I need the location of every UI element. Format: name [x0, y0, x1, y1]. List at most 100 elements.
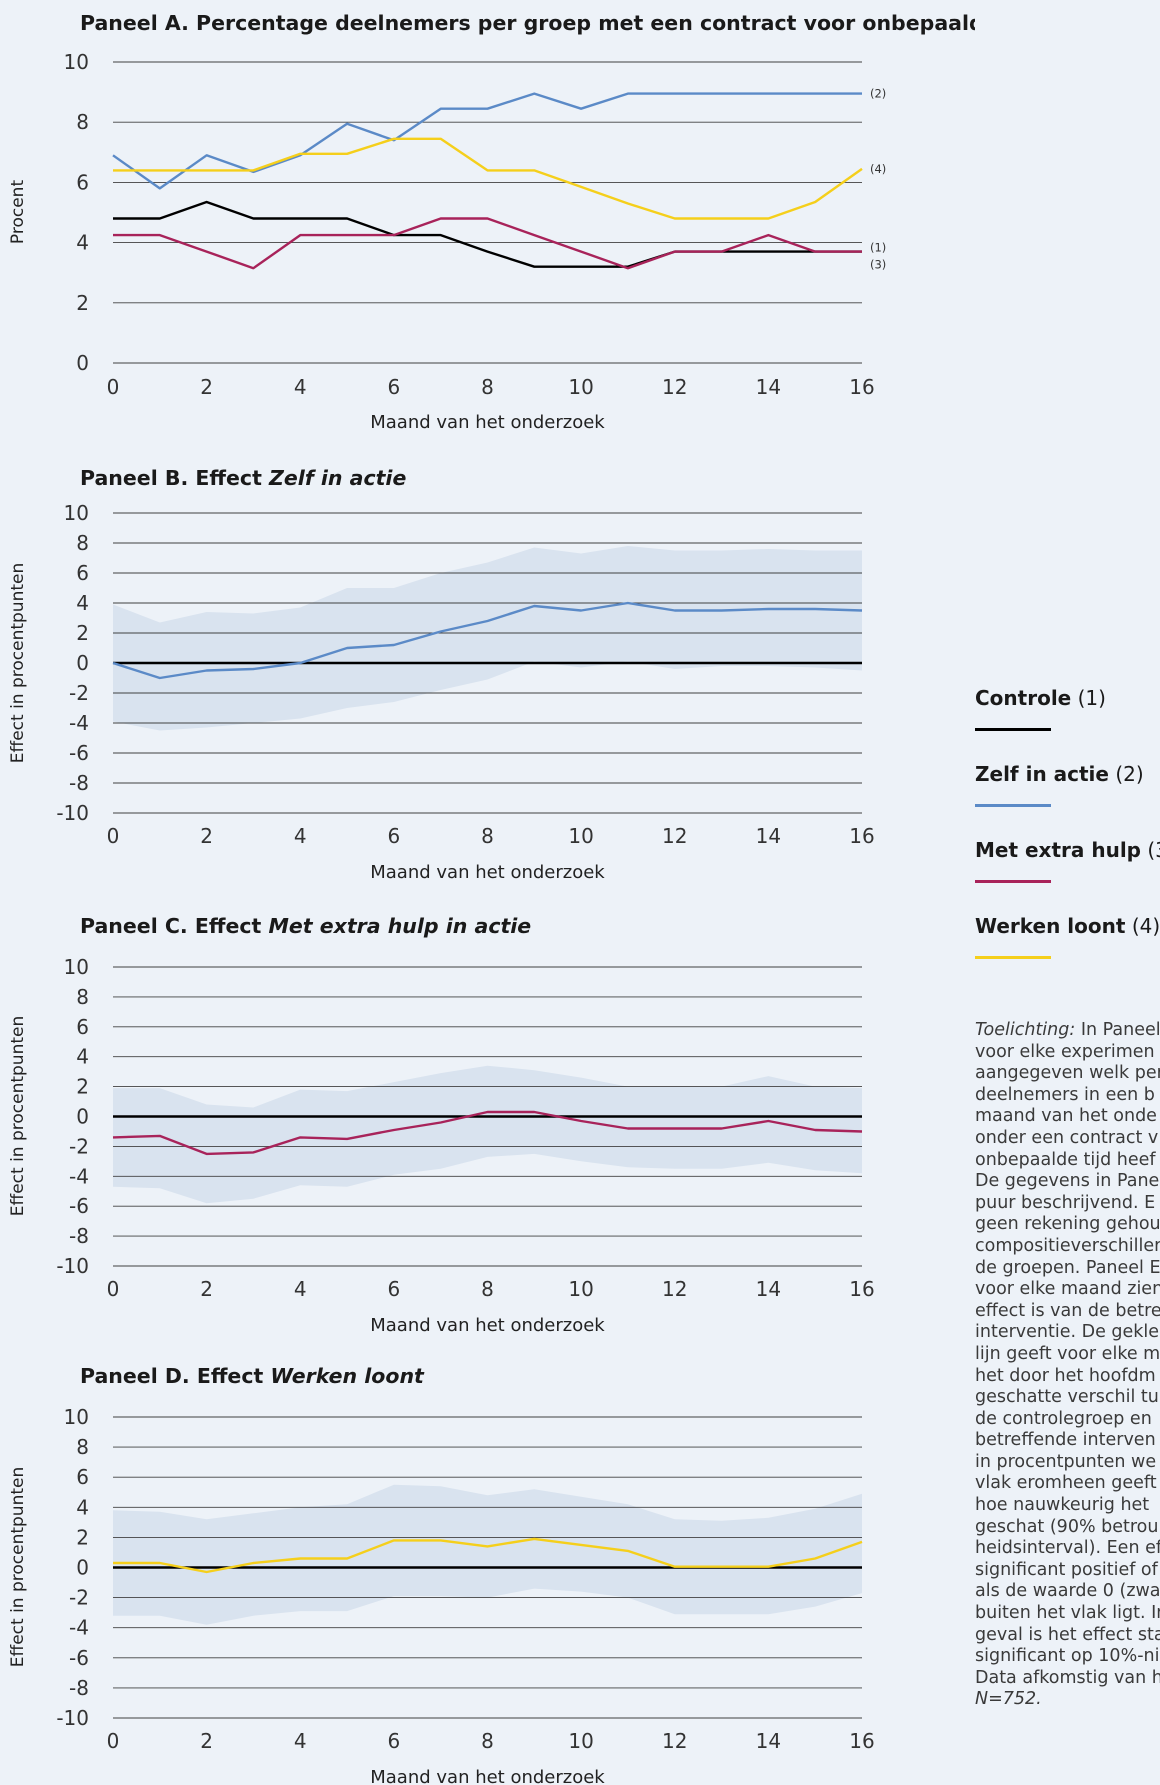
- x-tick-label: 14: [756, 824, 781, 848]
- x-tick-label: 0: [107, 375, 120, 399]
- y-tick-label: 2: [76, 621, 89, 645]
- y-tick-label: 6: [76, 170, 89, 194]
- y-tick-label: 0: [76, 351, 89, 375]
- panel-b: Paneel B. Effect Zelf in actie -10 -8 -6 -4 -…: [8, 466, 875, 883]
- x-tick-label: 0: [107, 1277, 120, 1301]
- x-tick-label: 4: [294, 1277, 307, 1301]
- y-tick-label: -4: [69, 1616, 89, 1640]
- x-tick-label: 8: [481, 1277, 494, 1301]
- legend-name: Zelf in actie: [975, 762, 1109, 786]
- panel-title: Paneel A. Percentage deelnemers per groe…: [80, 11, 975, 35]
- y-tick-label: 4: [76, 1495, 89, 1519]
- confidence-band: [113, 1065, 862, 1204]
- x-tick-label: 14: [756, 1277, 781, 1301]
- x-tick-label: 16: [849, 1729, 874, 1753]
- y-tick-label: 10: [64, 50, 89, 74]
- series-end-label: (4): [870, 162, 886, 176]
- panel-title-prefix: Paneel B. Effect: [80, 466, 269, 490]
- y-tick-label: -10: [56, 1254, 89, 1278]
- legend-number: (4): [1131, 914, 1160, 938]
- legend-label-controle: Controle (1): [975, 686, 1160, 710]
- x-tick-label: 8: [481, 1729, 494, 1753]
- panel-title-italic: Werken loont: [270, 1364, 425, 1388]
- y-tick-label: -10: [56, 801, 89, 825]
- x-tick-label: 10: [568, 824, 593, 848]
- x-tick-label: 12: [662, 824, 687, 848]
- legend-item-werken-loont: Werken loont (4): [975, 914, 1160, 990]
- y-tick-label: -8: [69, 1676, 89, 1700]
- x-tick-label: 6: [388, 824, 401, 848]
- x-tick-label: 12: [662, 1277, 687, 1301]
- legend-label-met-extra-hulp: Met extra hulp (3): [975, 838, 1160, 862]
- y-axis-label: Effect in procentpunten: [8, 1016, 28, 1217]
- y-tick-label: -8: [69, 1224, 89, 1248]
- x-tick-label: 2: [200, 1277, 213, 1301]
- y-tick-label: 4: [76, 591, 89, 615]
- y-tick-label: -4: [69, 1164, 89, 1188]
- y-tick-label: 8: [76, 985, 89, 1009]
- legend-name: Met extra hulp: [975, 838, 1141, 862]
- confidence-band: [113, 546, 862, 731]
- legend-swatch-werken-loont: [975, 956, 1051, 959]
- x-tick-label: 4: [294, 1729, 307, 1753]
- x-tick-label: 12: [662, 375, 687, 399]
- x-tick-label: 0: [107, 824, 120, 848]
- y-tick-label: 6: [76, 1015, 89, 1039]
- legend: Controle (1) Zelf in actie (2) Met extra…: [975, 686, 1160, 990]
- series-line: [113, 200, 862, 268]
- x-tick-label: 14: [756, 375, 781, 399]
- legend-label-werken-loont: Werken loont (4): [975, 914, 1160, 938]
- y-tick-label: -6: [69, 1646, 89, 1670]
- confidence-band: [113, 1484, 862, 1625]
- y-tick-label: -6: [69, 741, 89, 765]
- panel-d: Paneel D. Effect Werken loont -10 -8 -6 -4 -2…: [8, 1364, 875, 1785]
- y-tick-label: -2: [69, 1134, 89, 1158]
- x-tick-label: 10: [568, 1729, 593, 1753]
- panel-title-italic: Met extra hulp in actie: [268, 914, 531, 938]
- legend-number: (2): [1115, 762, 1144, 786]
- panel-title-prefix: Paneel C. Effect: [80, 914, 268, 938]
- y-tick-label: 6: [76, 1465, 89, 1489]
- series-line: [112, 1110, 863, 1156]
- series-line: [113, 1537, 863, 1574]
- y-tick-label: -2: [69, 681, 89, 705]
- y-tick-label: 2: [76, 1525, 89, 1549]
- series-end-label: (2): [870, 87, 886, 101]
- legend-number: (3): [1147, 838, 1160, 862]
- y-tick-label: 6: [76, 561, 89, 585]
- y-axis-label: Effect in procentpunten: [8, 1467, 28, 1668]
- panel-title: Paneel B. Effect Zelf in actie: [80, 466, 406, 490]
- x-tick-label: 0: [107, 1729, 120, 1753]
- y-tick-label: 10: [64, 501, 89, 525]
- x-tick-label: 16: [849, 375, 874, 399]
- y-tick-label: 2: [76, 291, 89, 315]
- charts-area: Paneel A. Percentage deelnemers per groe…: [8, 11, 975, 1785]
- panel-a: Paneel A. Percentage deelnemers per groe…: [8, 11, 975, 433]
- x-axis-label: Maand van het onderzoek: [370, 862, 605, 883]
- y-tick-label: 10: [64, 1405, 89, 1429]
- y-tick-label: -10: [56, 1706, 89, 1730]
- x-tick-label: 16: [849, 824, 874, 848]
- legend-name: Werken loont: [975, 914, 1126, 938]
- panel-title-italic: Zelf in actie: [268, 466, 406, 490]
- series-line: [113, 137, 863, 220]
- x-tick-label: 2: [200, 375, 213, 399]
- legend-swatch-controle: [975, 728, 1051, 731]
- x-tick-label: 4: [294, 824, 307, 848]
- legend-name: Controle: [975, 686, 1072, 710]
- panel-title-prefix: Paneel A. Percentage deelnemers per groe…: [80, 11, 975, 35]
- y-tick-label: -8: [69, 771, 89, 795]
- y-tick-label: -4: [69, 711, 89, 735]
- y-tick-label: 10: [64, 955, 89, 979]
- y-tick-label: -6: [69, 1194, 89, 1218]
- y-tick-label: 2: [76, 1075, 89, 1099]
- y-tick-label: 0: [76, 1105, 89, 1129]
- legend-item-met-extra-hulp: Met extra hulp (3): [975, 838, 1160, 914]
- explanation-note: Toelichting: In Paneel voor elke experime…: [975, 1020, 1160, 1785]
- y-tick-label: -2: [69, 1586, 89, 1610]
- legend-item-zelf-in-actie: Zelf in actie (2): [975, 762, 1160, 838]
- legend-swatch-zelf-in-actie: [975, 804, 1051, 807]
- y-axis-label: Effect in procentpunten: [8, 563, 28, 764]
- x-tick-label: 10: [568, 1277, 593, 1301]
- panel-title-prefix: Paneel D. Effect: [80, 1364, 270, 1388]
